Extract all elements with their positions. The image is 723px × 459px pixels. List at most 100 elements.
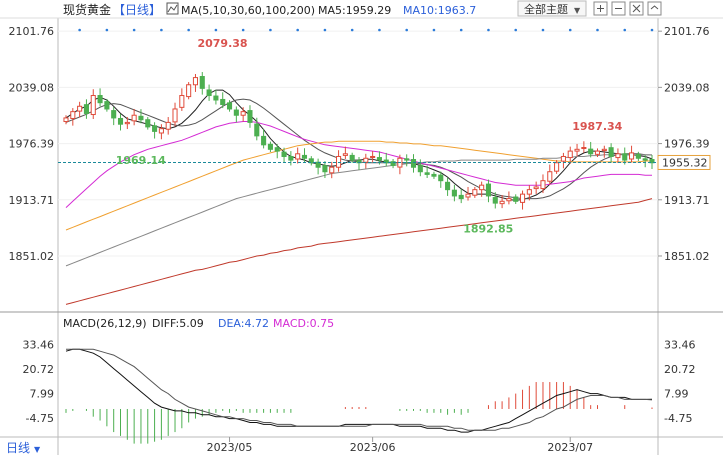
signal-dot-marker bbox=[241, 28, 245, 32]
candle-body bbox=[567, 150, 573, 159]
candle-body bbox=[206, 89, 212, 97]
candle-body bbox=[513, 196, 519, 202]
candle-body bbox=[124, 121, 130, 125]
ma10-value: MA10:1963.7 bbox=[403, 4, 476, 17]
candle-body bbox=[165, 121, 171, 130]
period-label[interactable]: 【日线】 bbox=[113, 3, 161, 17]
candle-body bbox=[220, 98, 226, 105]
candle-body bbox=[77, 105, 83, 112]
candle-body bbox=[336, 155, 342, 168]
crosshair-toggle-icon[interactable] bbox=[593, 1, 608, 16]
candle-body bbox=[322, 165, 328, 173]
macd-line-dea bbox=[66, 348, 653, 431]
candle-body bbox=[485, 183, 492, 197]
candle-body bbox=[363, 157, 369, 163]
candle-body bbox=[506, 198, 512, 202]
candle-body bbox=[104, 101, 110, 110]
signal-dot-marker bbox=[214, 28, 218, 32]
candle-body bbox=[445, 181, 451, 191]
candle-body bbox=[308, 158, 314, 164]
candle-body bbox=[274, 147, 280, 152]
x-tick-label: 2023/06 bbox=[350, 441, 396, 454]
candle-body bbox=[90, 95, 96, 116]
price-tick-label-right: 1913.71 bbox=[664, 194, 710, 207]
candle-body bbox=[451, 189, 457, 197]
price-tick-label-right: 1851.02 bbox=[664, 250, 710, 263]
candle-body bbox=[635, 154, 641, 159]
candle-body bbox=[376, 157, 382, 161]
signal-dot-marker bbox=[160, 28, 163, 32]
candle-body bbox=[594, 150, 601, 155]
macd-macd-value: MACD:0.75 bbox=[273, 317, 334, 330]
macd-tick-label-right: -4.75 bbox=[664, 412, 692, 425]
candle-body bbox=[247, 110, 253, 123]
signal-dot-marker bbox=[541, 28, 545, 32]
candle-body bbox=[581, 147, 587, 150]
x-tick-label: 2023/07 bbox=[547, 441, 593, 454]
candle-body bbox=[479, 184, 485, 191]
candle-body bbox=[63, 117, 69, 123]
candle-body bbox=[608, 147, 614, 157]
signal-dot-marker bbox=[568, 28, 572, 32]
candle-body bbox=[267, 143, 273, 150]
signal-dot-marker bbox=[596, 28, 599, 32]
candle-body bbox=[431, 173, 437, 177]
candle-body bbox=[213, 95, 219, 101]
footer-period-chevron-icon[interactable]: ▼ bbox=[34, 445, 41, 454]
candle-body bbox=[629, 152, 635, 160]
signal-dot-marker bbox=[650, 28, 654, 32]
ma5-value: MA5:1959.29 bbox=[318, 4, 391, 17]
candle-body bbox=[233, 109, 239, 116]
footer-period-tab[interactable]: 日线 bbox=[6, 441, 30, 455]
candle-body bbox=[410, 159, 417, 168]
macd-tick-label-left: 33.46 bbox=[23, 339, 55, 352]
candle-body bbox=[383, 159, 389, 164]
candle-body bbox=[70, 111, 76, 119]
candle-body bbox=[404, 158, 410, 161]
candle-body bbox=[560, 155, 566, 162]
candle-body bbox=[601, 148, 607, 152]
zoom-out-icon[interactable] bbox=[611, 1, 626, 16]
candle-body bbox=[458, 194, 464, 200]
candle-body bbox=[295, 153, 301, 160]
last-price-badge bbox=[657, 154, 711, 170]
signal-dot-marker bbox=[132, 28, 136, 32]
candle-body bbox=[472, 189, 478, 196]
macd-tick-label-right: 20.72 bbox=[664, 363, 696, 376]
candle-body bbox=[301, 154, 308, 159]
signal-dot-marker bbox=[323, 28, 327, 32]
candle-body bbox=[145, 119, 151, 128]
ma-line-ma200 bbox=[65, 198, 653, 305]
signal-dot-marker bbox=[296, 28, 299, 32]
candle-body bbox=[199, 76, 205, 89]
signal-dot-marker bbox=[623, 28, 627, 32]
macd-tick-label-right: 33.46 bbox=[664, 339, 696, 352]
candle-body bbox=[342, 153, 348, 156]
candle-body bbox=[424, 172, 430, 175]
macd-line-diff bbox=[65, 348, 653, 433]
signal-dot-marker bbox=[432, 28, 436, 32]
ma-line-ma30 bbox=[65, 121, 652, 208]
close-icon[interactable] bbox=[629, 1, 644, 16]
price-tick-label-right: 2039.08 bbox=[664, 81, 710, 94]
ma-line-ma60 bbox=[65, 140, 652, 231]
price-tick-label-left: 1976.39 bbox=[9, 138, 55, 151]
price-tick-label-left: 2039.08 bbox=[9, 81, 55, 94]
candle-body bbox=[138, 115, 144, 121]
price-tick-label-right: 1976.39 bbox=[664, 138, 710, 151]
x-tick-label: 2023/05 bbox=[207, 441, 253, 454]
candle-body bbox=[329, 166, 335, 174]
signal-dot-marker bbox=[350, 28, 354, 32]
price-annotation: 1987.34 bbox=[572, 120, 622, 133]
macd-tick-label-right: 7.99 bbox=[664, 388, 689, 401]
expand-icon[interactable] bbox=[647, 1, 662, 16]
price-tick-label-left: 2101.76 bbox=[9, 25, 55, 38]
candle-body bbox=[588, 148, 594, 155]
candle-body bbox=[349, 154, 355, 161]
last-price-value: 1955.32 bbox=[662, 156, 708, 169]
signal-dot-marker bbox=[378, 28, 381, 32]
candle-body bbox=[615, 153, 621, 159]
macd-diff-value: DIFF:5.09 bbox=[152, 317, 204, 330]
signal-dot-marker bbox=[487, 28, 490, 32]
theme-button[interactable]: 全部主题 ▼ bbox=[517, 0, 587, 17]
